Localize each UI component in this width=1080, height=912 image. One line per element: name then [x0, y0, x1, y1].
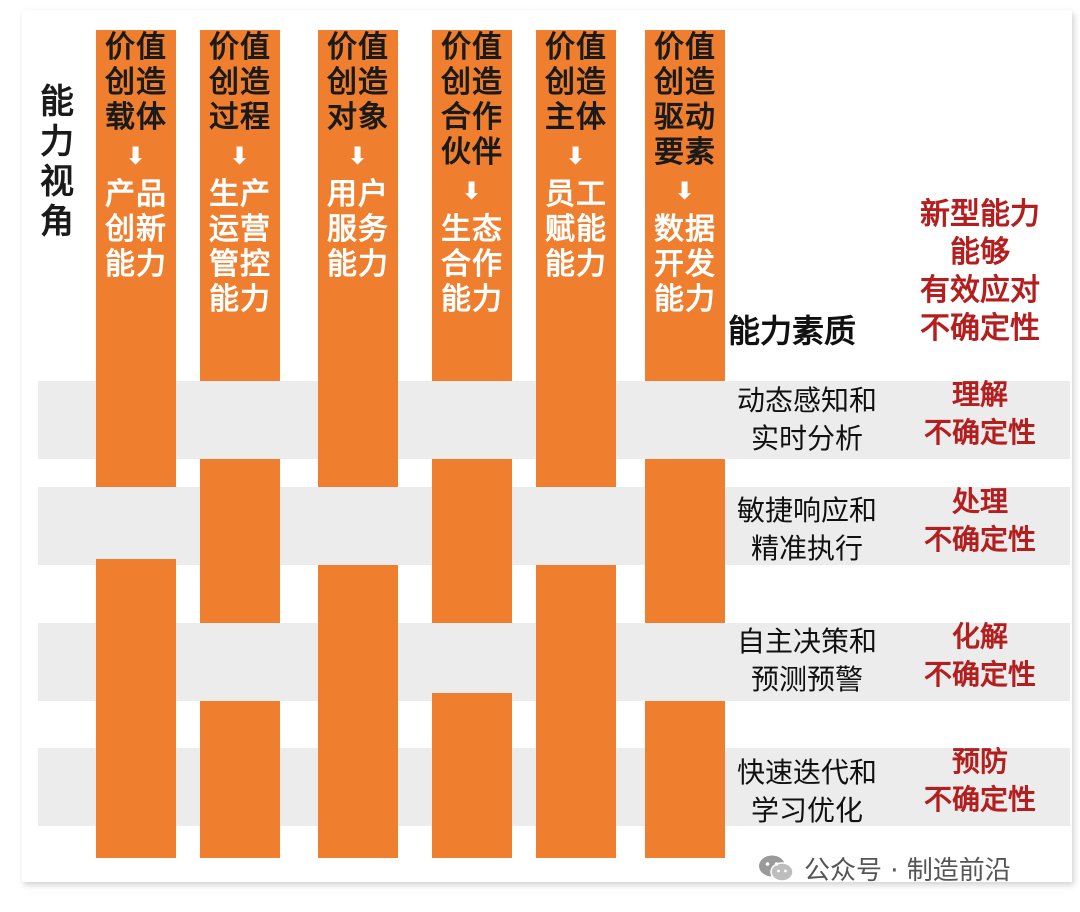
column-4-segment-3 [432, 693, 512, 858]
watermark: 公众号 · 制造前沿 [758, 850, 1011, 887]
row-effect-2: 处理 不确定性 [923, 485, 1036, 556]
column-heading-4: 价值 创造 合作 伙伴 ⬇ 生态 合作 能力 [422, 30, 522, 317]
column-6-segment-3 [645, 701, 725, 858]
column-2-segment-1 [200, 30, 280, 381]
column-5-capability: 员工 赋能 能力 [545, 177, 607, 282]
row-effect-4: 预防 不确定性 [923, 745, 1036, 816]
row-label-2: 敏捷响应和 精准执行 [736, 494, 877, 565]
down-arrow-icon: ⬇ [461, 177, 483, 205]
column-1-category: 价值 创造 载体 [105, 30, 167, 135]
column-4-segment-1 [432, 30, 512, 381]
column-4-category: 价值 创造 合作 伙伴 [441, 30, 503, 170]
row-label-3: 自主决策和 预测预警 [736, 625, 877, 696]
column-1-segment-2 [96, 559, 176, 858]
column-6-capability: 数据 开发 能力 [654, 212, 716, 317]
new-ability-statement: 新型能力 能够 有效应对 不确定性 [920, 197, 1040, 346]
column-3-category: 价值 创造 对象 [327, 30, 389, 135]
row-effect-3: 化解 不确定性 [923, 620, 1036, 691]
row-label-4: 快速迭代和 学习优化 [736, 756, 877, 827]
column-3-segment-1 [318, 30, 398, 487]
column-2-segment-3 [200, 701, 280, 858]
down-arrow-icon: ⬇ [347, 142, 369, 170]
down-arrow-icon: ⬇ [565, 142, 587, 170]
column-3-capability: 用户 服务 能力 [327, 177, 389, 282]
column-6-segment-1 [645, 30, 725, 381]
column-5-segment-2 [536, 565, 616, 858]
column-3-segment-2 [318, 565, 398, 858]
column-5-category: 价值 创造 主体 [545, 30, 607, 135]
down-arrow-icon: ⬇ [674, 177, 696, 205]
column-heading-1: 价值 创造 载体 ⬇ 产品 创新 能力 [86, 30, 186, 282]
column-4-capability: 生态 合作 能力 [441, 212, 503, 317]
quality-header: 能力素质 [728, 312, 857, 350]
column-heading-5: 价值 创造 主体 ⬇ 员工 赋能 能力 [526, 30, 626, 282]
wechat-icon [759, 855, 794, 882]
column-1-capability: 产品 创新 能力 [105, 177, 167, 282]
column-6-segment-2 [645, 459, 725, 623]
down-arrow-icon: ⬇ [125, 142, 147, 170]
column-4-segment-2 [432, 459, 512, 623]
column-heading-3: 价值 创造 对象 ⬇ 用户 服务 能力 [308, 30, 408, 282]
column-2-capability: 生产 运营 管控 能力 [209, 177, 271, 317]
down-arrow-icon: ⬇ [229, 142, 251, 170]
column-heading-2: 价值 创造 过程 ⬇ 生产 运营 管控 能力 [190, 30, 290, 317]
column-1-segment-1 [96, 30, 176, 487]
column-heading-6: 价值 创造 驱动 要素 ⬇ 数据 开发 能力 [635, 30, 735, 317]
column-6-category: 价值 创造 驱动 要素 [654, 30, 716, 170]
row-effect-1: 理解 不确定性 [923, 378, 1036, 449]
column-2-category: 价值 创造 过程 [209, 30, 271, 135]
column-5-segment-1 [536, 30, 616, 487]
watermark-text: 公众号 · 制造前沿 [804, 856, 1011, 886]
column-2-segment-2 [200, 459, 280, 623]
side-title: 能力 视角 [40, 82, 74, 242]
row-label-1: 动态感知和 实时分析 [736, 384, 877, 455]
